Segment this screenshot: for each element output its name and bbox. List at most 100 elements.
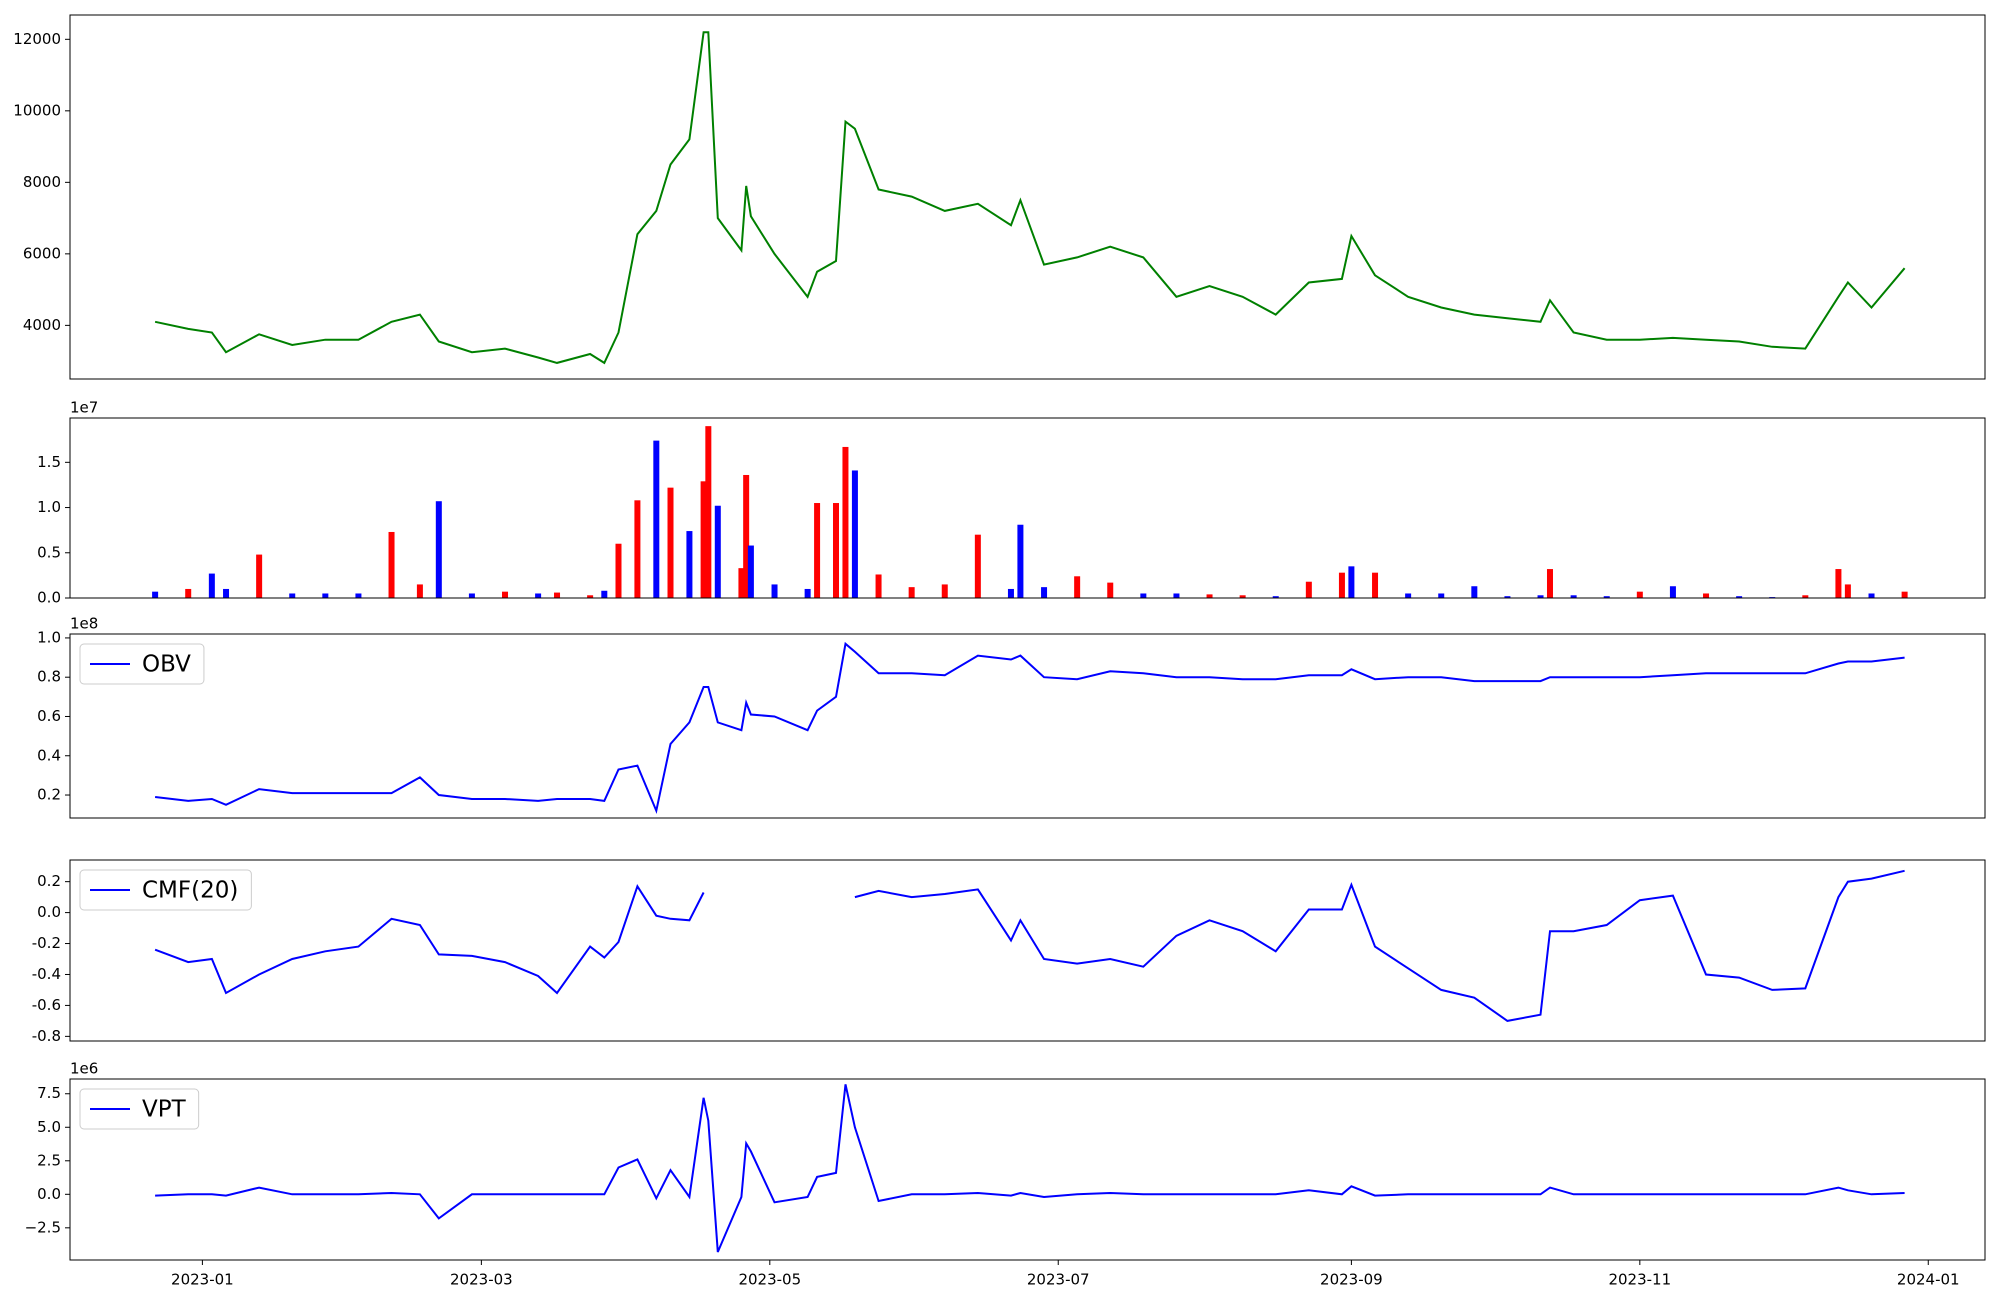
y-tick-label: 0.6 [37, 707, 61, 725]
bar [535, 593, 542, 598]
y-tick-label: 2.5 [37, 1151, 61, 1169]
y-tick-label: 1.0 [37, 498, 61, 516]
bar [1206, 594, 1213, 598]
bar [974, 534, 981, 598]
axis-offset-label: 1e6 [70, 1060, 98, 1078]
bar [941, 584, 948, 598]
bar [1835, 569, 1842, 598]
bar [1844, 584, 1851, 598]
x-tick-label: 2023-05 [738, 1271, 801, 1289]
bar [256, 554, 263, 598]
bar [322, 593, 329, 598]
bar [355, 593, 362, 598]
y-tick-label: -0.6 [32, 996, 61, 1014]
legend-label: OBV [142, 652, 191, 678]
bar [851, 470, 858, 598]
y-tick-label: 0.4 [37, 746, 61, 764]
legend: VPT [79, 1088, 200, 1130]
y-tick-label: 0.2 [37, 872, 61, 890]
bar [771, 584, 778, 598]
y-tick-label: 12000 [13, 30, 61, 48]
x-tick-label: 2023-01 [171, 1271, 234, 1289]
bar [1272, 596, 1279, 598]
x-tick-label: 2023-03 [450, 1271, 513, 1289]
y-tick-label: -0.8 [32, 1027, 61, 1045]
y-tick-label: 0.2 [37, 786, 61, 804]
bar [814, 503, 821, 598]
bar [223, 588, 230, 598]
bar [502, 591, 509, 598]
bar [1338, 572, 1345, 598]
y-tick-label: 7.5 [37, 1084, 61, 1102]
y-tick-label: 0.8 [37, 668, 61, 686]
panel: -0.8 -0.6 -0.4 -0.2 0.0 0.2 CMF(20) [32, 859, 1986, 1045]
bar [1041, 587, 1048, 598]
axes-frame [69, 14, 1986, 380]
bar [554, 592, 561, 598]
axis-offset-label: 1e7 [70, 399, 98, 417]
line [154, 31, 1906, 365]
legend: OBV [79, 643, 205, 685]
bar [842, 446, 849, 598]
legend-label: CMF(20) [142, 878, 238, 904]
bar [804, 588, 811, 598]
line [154, 641, 1905, 815]
y-tick-label: 1.5 [37, 453, 61, 471]
panel: 0.2 0.4 0.6 0.8 1.0 1e8 OBV [37, 615, 1986, 819]
bar [468, 593, 475, 598]
bar [667, 487, 674, 598]
x-tick-label: 2023-09 [1320, 1271, 1383, 1289]
axes-frame [69, 1078, 1986, 1261]
panel: 0.0 0.5 1.0 1.5 1e7 [37, 399, 1986, 607]
legend: CMF(20) [79, 869, 252, 911]
axes-frame [69, 417, 1986, 599]
x-tick-label: 2024-01 [1897, 1271, 1960, 1289]
bar [1868, 593, 1875, 598]
x-tick-label: 2023-11 [1608, 1271, 1671, 1289]
bar [1405, 593, 1412, 598]
bar [747, 545, 754, 598]
y-tick-label: −2.5 [25, 1218, 61, 1236]
bar [1546, 569, 1553, 598]
bar [208, 573, 215, 598]
bar [1471, 586, 1478, 598]
bar [1348, 566, 1355, 598]
bar [1107, 582, 1114, 598]
bar [1669, 586, 1676, 598]
bar [185, 588, 192, 598]
axes-frame [69, 633, 1986, 819]
axes-frame [69, 859, 1986, 1042]
legend-box [79, 869, 252, 911]
bar [289, 593, 296, 598]
y-tick-label: 10000 [13, 101, 61, 119]
bar [587, 595, 594, 598]
bar [601, 590, 608, 598]
line [154, 869, 1905, 1022]
bar [705, 426, 712, 598]
bar [1438, 593, 1445, 598]
panel: −2.5 0.0 2.5 5.0 7.5 2023-01 2023-03 2023-05 202… [25, 1060, 1986, 1289]
legend-box [79, 643, 205, 685]
bar [743, 474, 750, 598]
bar [1636, 591, 1643, 598]
bar [700, 481, 707, 598]
axis-offset-label: 1e8 [70, 615, 98, 633]
y-tick-label: 6000 [23, 244, 61, 262]
y-tick-label: 8000 [23, 173, 61, 191]
bar [416, 584, 423, 598]
bar [1570, 595, 1577, 598]
bar [1736, 596, 1743, 598]
bar [653, 440, 660, 598]
bar [152, 591, 159, 598]
bar [1603, 596, 1610, 598]
bar [1305, 581, 1312, 598]
bar [615, 543, 622, 598]
bar [1901, 591, 1908, 598]
y-tick-label: 0.0 [37, 589, 61, 607]
bar [1703, 593, 1710, 598]
bar [1537, 595, 1544, 598]
bar [875, 574, 882, 598]
y-tick-label: 1.0 [37, 628, 61, 646]
bar [1140, 593, 1147, 598]
